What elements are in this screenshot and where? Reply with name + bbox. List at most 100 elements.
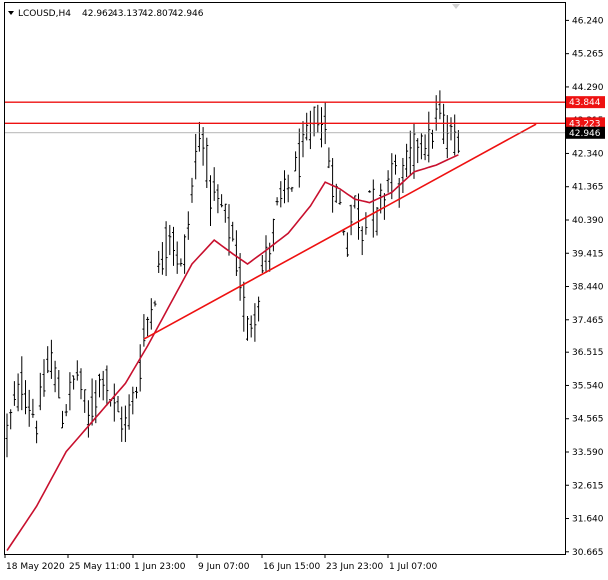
ohlc-bar <box>227 204 231 256</box>
ohlc-bar <box>20 356 24 411</box>
ohlc-bar <box>305 112 309 141</box>
symbol-label[interactable]: LCOUSD,H4 <box>18 9 71 19</box>
ohlc-bar <box>231 221 235 242</box>
ohlc-bar <box>64 404 68 417</box>
ohlc-bar <box>24 380 27 415</box>
ohlc-bar <box>31 398 35 418</box>
ohlc-bar <box>123 405 127 443</box>
ohlc-bar <box>183 234 187 274</box>
ohlc-bar <box>438 90 442 120</box>
ohlc-bar <box>283 170 286 204</box>
ohlc-bar <box>301 121 305 158</box>
y-tick-label: 42.340 <box>572 149 604 159</box>
ohlc-bar <box>453 114 457 156</box>
ohlc-bar <box>371 179 375 238</box>
drawn-lines-layer[interactable] <box>5 101 565 340</box>
ohlc-bar <box>216 184 220 214</box>
ohlc-bar <box>16 373 20 412</box>
ohlc-bar <box>49 339 53 379</box>
y-tick-label: 33.590 <box>572 448 604 458</box>
ohlc-bar <box>42 359 46 397</box>
ohlc-bar <box>320 107 323 148</box>
y-tick-label: 30.665 <box>572 548 604 558</box>
ohlc-bar <box>83 389 87 413</box>
ohlc-bar <box>338 190 342 205</box>
ohlc-bar <box>209 175 212 226</box>
ohlc-bar <box>327 147 331 169</box>
x-tick-label: 25 May 11:00 <box>69 562 131 572</box>
ohlc-bar <box>357 193 360 240</box>
ohlc-bar <box>257 296 261 322</box>
y-tick-label: 31.640 <box>572 515 604 525</box>
ohlc-bar <box>386 170 390 193</box>
ohlc-bar <box>127 394 131 430</box>
ohlc-bar <box>249 315 253 338</box>
ohlc-bar <box>94 380 98 424</box>
moving-average-line <box>6 154 459 552</box>
level-price-tag: 43.223 <box>566 117 605 130</box>
current-price-tag-label: 42.946 <box>569 129 601 139</box>
ohlc-bar <box>86 400 90 438</box>
ohlc-bar <box>46 346 50 374</box>
ohlc-bar <box>101 370 105 401</box>
y-tick-label: 44.290 <box>572 83 604 93</box>
ohlc-bar <box>168 224 172 256</box>
ohlc-bar <box>98 373 101 398</box>
open-value: 42.962 <box>82 9 114 19</box>
trendline[interactable] <box>143 123 537 340</box>
symbol-dropdown-icon[interactable] <box>8 11 14 15</box>
ohlc-bar <box>75 360 79 381</box>
ohlc-bar <box>264 235 268 273</box>
x-tick-label: 1 Jul 07:00 <box>389 562 438 572</box>
x-tick-label: 23 Jun 23:00 <box>326 562 383 572</box>
ohlc-bar <box>342 229 346 236</box>
ohlc-bar <box>131 386 135 415</box>
ohlc-bar <box>212 167 216 201</box>
y-tick-label: 37.465 <box>572 316 604 326</box>
ohlc-bar <box>186 211 190 240</box>
ohlc-bar <box>223 203 227 223</box>
low-value: 42.807 <box>142 9 174 19</box>
ohlc-bar <box>345 232 349 257</box>
ohlc-bar <box>116 395 120 413</box>
ohlc-bar <box>279 181 283 208</box>
ohlc-bar <box>253 303 257 342</box>
x-tick-label: 18 May 2020 <box>6 562 65 572</box>
ohlc-bar <box>416 138 420 164</box>
ohlc-bar <box>205 137 209 189</box>
ohlc-bar <box>197 121 201 152</box>
ohlc-bar <box>238 253 242 301</box>
chart-shift-marker-icon[interactable] <box>452 4 460 9</box>
ohlc-bar <box>194 133 198 180</box>
ohlc-bar <box>57 370 61 399</box>
ohlc-bar <box>68 372 72 411</box>
ohlc-bar <box>286 174 290 203</box>
ohlc-bar <box>9 409 13 430</box>
y-tick-label: 38.440 <box>572 283 604 293</box>
ohlc-bar <box>220 194 224 208</box>
price-bars <box>5 90 460 458</box>
ohlc-bar <box>5 413 9 458</box>
y-tick-label: 34.565 <box>572 415 604 425</box>
ohlc-bar <box>179 258 183 267</box>
level-price-tag-label: 43.223 <box>569 119 601 129</box>
ohlc-bar <box>449 117 453 141</box>
ohlc-bar <box>275 197 279 206</box>
y-axis: 46.24045.26544.29043.31542.34041.36540.3… <box>565 16 604 558</box>
ohlc-bar <box>149 298 153 330</box>
ohlc-bar <box>190 177 194 203</box>
chart-header: LCOUSD,H4 42.962 43.137 42.807 42.946 <box>8 9 204 19</box>
ohlc-bar <box>349 204 353 236</box>
y-tick-label: 41.365 <box>572 183 604 193</box>
ohlc-bar <box>368 190 372 193</box>
ohlc-bar <box>38 372 42 411</box>
ohlc-bar <box>260 254 264 274</box>
ohlc-bar <box>12 381 16 406</box>
ohlc-bar <box>90 378 94 426</box>
ohlc-bar <box>53 360 57 393</box>
y-tick-label: 36.515 <box>572 348 604 358</box>
ohlc-bar <box>405 143 409 178</box>
ohlc-bar <box>427 111 431 163</box>
